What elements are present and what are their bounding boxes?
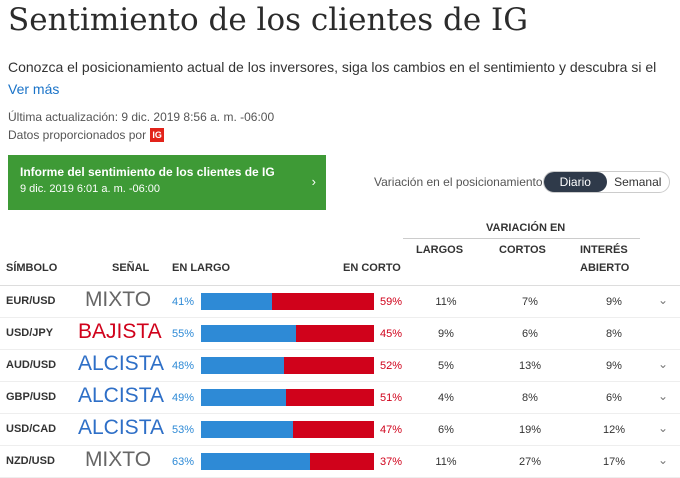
symbol-cell[interactable]: AUD/USD [6,359,56,371]
table-row[interactable]: EUR/USD MIXTO 41% 59% 11% 7% 9% ⌄ [0,286,680,318]
ig-logo-icon: IG [150,128,164,142]
signal-cell: ALCISTA [78,384,158,408]
header-longs: LARGOS [416,244,463,256]
long-pct: 55% [172,328,194,340]
shorts-change: 13% [510,360,550,372]
short-bar-fill [272,293,374,310]
header-oi-1: INTERÉS [580,244,628,256]
chevron-down-icon[interactable]: ⌄ [658,293,668,307]
short-pct: 45% [380,328,402,340]
short-pct: 51% [380,392,402,404]
header-divider [403,238,640,239]
provider-label: Datos proporcionados por [8,128,146,142]
sentiment-bar [201,357,374,374]
short-bar-fill [284,357,374,374]
chevron-right-icon: › [312,174,316,189]
short-pct: 37% [380,456,402,468]
sentiment-bar [201,453,374,470]
symbol-cell[interactable]: EUR/USD [6,295,56,307]
signal-cell: ALCISTA [78,352,158,376]
longs-change: 11% [426,296,466,308]
longs-change: 4% [426,392,466,404]
long-pct: 41% [172,296,194,308]
short-bar-fill [310,453,374,470]
header-oi-2: ABIERTO [580,262,629,274]
shorts-change: 19% [510,424,550,436]
short-pct: 52% [380,360,402,372]
sentiment-bar [201,293,374,310]
oi-change: 8% [594,328,634,340]
oi-change: 6% [594,392,634,404]
toggle-weekly[interactable]: Semanal [607,172,670,192]
long-bar-fill [201,421,293,438]
header-short: EN CORTO [343,262,401,274]
short-pct: 59% [380,296,402,308]
long-bar-fill [201,453,310,470]
report-date: 9 dic. 2019 6:01 a. m. -06:00 [20,183,160,195]
short-bar-fill [293,421,374,438]
toggle-label: Variación en el posicionamiento [374,175,543,189]
signal-cell: MIXTO [78,288,158,312]
chevron-down-icon[interactable]: ⌄ [658,357,668,371]
oi-change: 9% [594,360,634,372]
long-pct: 63% [172,456,194,468]
short-pct: 47% [380,424,402,436]
short-bar-fill [296,325,374,342]
symbol-cell[interactable]: NZD/USD [6,455,55,467]
table-row[interactable]: NZD/USD MIXTO 63% 37% 11% 27% 17% ⌄ [0,446,680,478]
symbol-cell[interactable]: USD/JPY [6,327,53,339]
symbol-cell[interactable]: GBP/USD [6,391,56,403]
long-bar-fill [201,325,296,342]
longs-change: 5% [426,360,466,372]
shorts-change: 8% [510,392,550,404]
symbol-cell[interactable]: USD/CAD [6,423,56,435]
short-bar-fill [286,389,374,406]
see-more-link[interactable]: Ver más [8,81,59,97]
oi-change: 17% [594,456,634,468]
intro-text: Conozca el posicionamiento actual de los… [8,59,680,75]
sentiment-bar [201,421,374,438]
shorts-change: 7% [510,296,550,308]
oi-change: 9% [594,296,634,308]
long-pct: 53% [172,424,194,436]
signal-cell: ALCISTA [78,416,158,440]
shorts-change: 27% [510,456,550,468]
table-row[interactable]: USD/JPY BAJISTA 55% 45% 9% 6% 8% [0,318,680,350]
chevron-down-icon[interactable]: ⌄ [658,389,668,403]
data-provider: Datos proporcionados por IG [8,128,164,142]
long-pct: 49% [172,392,194,404]
header-symbol: SÍMBOLO [6,262,57,274]
long-bar-fill [201,357,284,374]
sentiment-bar [201,325,374,342]
report-title: Informe del sentimiento de los clientes … [20,165,275,179]
sentiment-bar [201,389,374,406]
table-row[interactable]: GBP/USD ALCISTA 49% 51% 4% 8% 6% ⌄ [0,382,680,414]
signal-cell: BAJISTA [78,320,158,344]
long-pct: 48% [172,360,194,372]
shorts-change: 6% [510,328,550,340]
last-updated: Última actualización: 9 dic. 2019 8:56 a… [8,110,274,124]
header-variation: VARIACIÓN EN [486,222,565,234]
header-signal: SEÑAL [112,262,149,274]
page-title: Sentimiento de los clientes de IG [8,2,528,38]
table-row[interactable]: USD/CAD ALCISTA 53% 47% 6% 19% 12% ⌄ [0,414,680,446]
signal-cell: MIXTO [78,448,158,472]
toggle-daily[interactable]: Diario [544,172,607,192]
chevron-down-icon[interactable]: ⌄ [658,453,668,467]
period-toggle[interactable]: Diario Semanal [543,171,670,193]
longs-change: 11% [426,456,466,468]
long-bar-fill [201,389,286,406]
longs-change: 9% [426,328,466,340]
table-row[interactable]: AUD/USD ALCISTA 48% 52% 5% 13% 9% ⌄ [0,350,680,382]
long-bar-fill [201,293,272,310]
sentiment-report-button[interactable]: Informe del sentimiento de los clientes … [8,155,326,210]
longs-change: 6% [426,424,466,436]
header-shorts: CORTOS [499,244,546,256]
chevron-down-icon[interactable]: ⌄ [658,421,668,435]
header-long: EN LARGO [172,262,230,274]
oi-change: 12% [594,424,634,436]
